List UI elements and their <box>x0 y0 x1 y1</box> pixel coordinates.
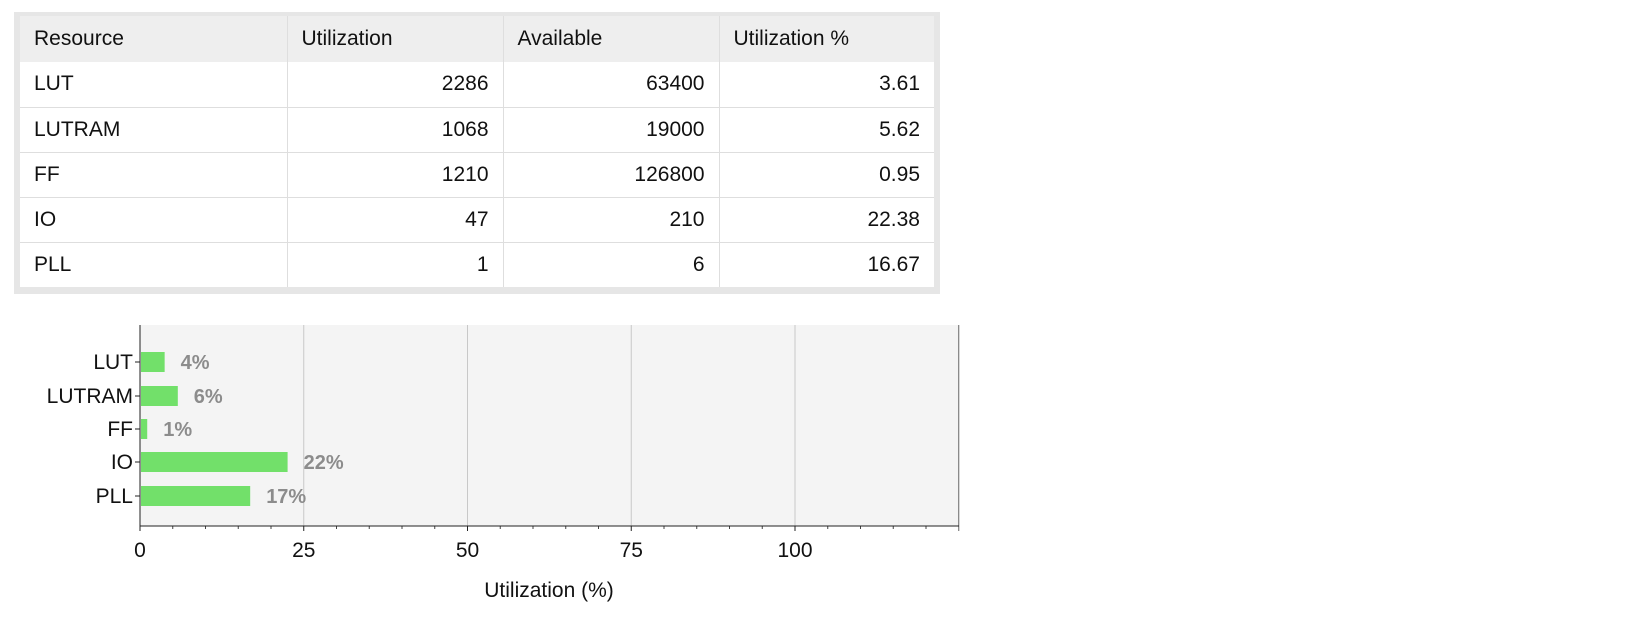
utilization-table-frame: Resource Utilization Available Utilizati… <box>14 12 940 294</box>
cell-utilization: 1068 <box>287 107 504 153</box>
x-tick-label: 75 <box>620 539 643 562</box>
y-tick-label: PLL <box>96 485 133 508</box>
column-header-resource[interactable]: Resource <box>20 16 288 62</box>
x-tick-label: 50 <box>456 539 479 562</box>
bar <box>141 452 288 472</box>
grid-lines <box>303 325 796 526</box>
y-tick-label: IO <box>111 451 133 474</box>
table-row[interactable]: FF 1210 126800 0.95 <box>20 152 934 198</box>
x-axis-label: Utilization (%) <box>484 579 614 602</box>
cell-utilization-percent: 5.62 <box>719 107 934 153</box>
bar <box>141 386 178 406</box>
cell-utilization: 2286 <box>287 62 504 108</box>
x-tick-label: 25 <box>292 539 315 562</box>
data-label: 22% <box>304 452 344 474</box>
plot-area <box>140 325 959 526</box>
cell-resource: IO <box>20 197 288 243</box>
utilization-table: Resource Utilization Available Utilizati… <box>20 16 934 287</box>
bars <box>141 352 288 506</box>
cell-utilization-percent: 16.67 <box>867 252 920 276</box>
data-label: 4% <box>181 352 210 374</box>
axes: 0 25 50 75 100 <box>134 325 960 562</box>
cell-available: 19000 <box>503 107 720 153</box>
x-tick-label: 0 <box>134 539 146 562</box>
bar <box>141 419 148 439</box>
cell-utilization-percent: 0.95 <box>719 152 934 198</box>
y-tick-label: LUT <box>93 351 133 374</box>
cell-resource: FF <box>20 152 288 198</box>
cell-utilization: 1210 <box>287 152 504 198</box>
cell-utilization-percent: 22.38 <box>719 197 934 243</box>
data-label: 1% <box>163 419 192 441</box>
y-tick-label: FF <box>107 418 133 441</box>
cell-resource: PLL <box>20 242 288 287</box>
table-row[interactable]: IO 47 210 22.38 <box>20 197 934 243</box>
column-header-utilization-percent[interactable]: Utilization % <box>719 16 934 62</box>
column-header-utilization[interactable]: Utilization <box>287 16 504 62</box>
bar <box>141 352 165 372</box>
table-row[interactable]: LUTRAM 1068 19000 5.62 <box>20 107 934 153</box>
bar <box>141 486 251 506</box>
column-header-available[interactable]: Available <box>503 16 720 62</box>
cell-available: 126800 <box>503 152 720 198</box>
y-tick-label: LUTRAM <box>47 385 133 408</box>
cell-resource: LUTRAM <box>20 107 288 153</box>
cell-available: 6 <box>503 242 720 287</box>
cell-available: 210 <box>503 197 720 243</box>
table-row[interactable]: LUT 2286 63400 3.61 <box>20 62 934 108</box>
labels: LUT 4% LUTRAM 6% FF 1% IO 22% PLL 17% <box>47 351 344 508</box>
cell-available: 63400 <box>503 62 720 108</box>
cell-utilization: 1 <box>287 242 504 287</box>
cell-utilization-percent: 3.61 <box>719 62 934 108</box>
cell-utilization: 47 <box>287 197 504 243</box>
table-header-row: Resource Utilization Available Utilizati… <box>20 16 934 62</box>
cell-resource: LUT <box>20 62 288 108</box>
utilization-bar-chart: 0 25 50 75 100 LUT 4%LUTRAM 6%FF 1%IO 22%PLL 17% … <box>47 325 960 602</box>
data-label: 17% <box>266 486 306 508</box>
table-row[interactable]: PLL 1 6 16.67 <box>20 242 934 287</box>
data-label: 6% <box>194 386 223 408</box>
x-tick-label: 100 <box>777 539 812 562</box>
